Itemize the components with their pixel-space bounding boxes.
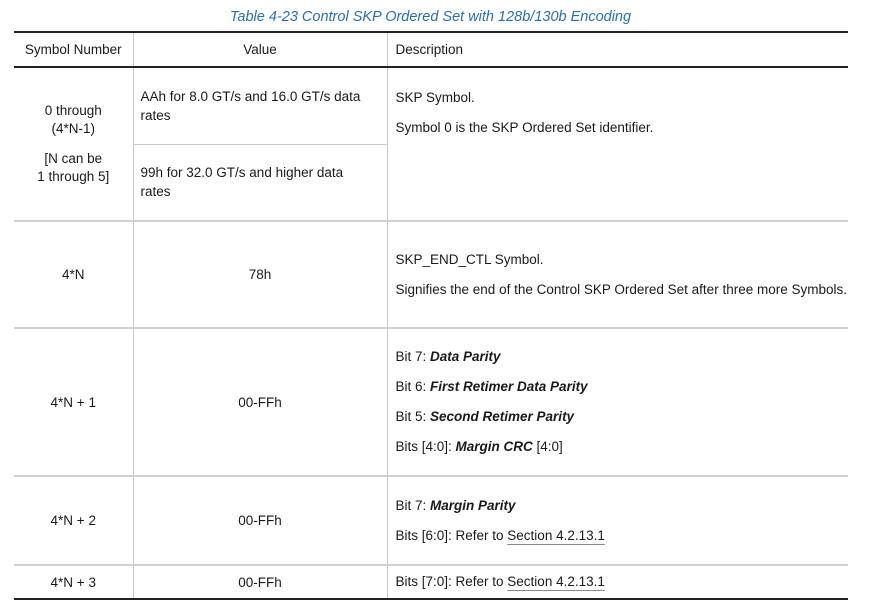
- table-row: 4*N + 2 00-FFh Bit 7: Margin Parity Bits…: [14, 476, 849, 566]
- table-row: 4*N + 3 00-FFh Bits [7:0]: Refer to Sect…: [14, 565, 849, 600]
- table-header-row: Symbol Number Value Description: [14, 31, 848, 68]
- field-name: First Retimer Data Parity: [430, 379, 588, 394]
- description-cell: Bit 7: Data Parity Bit 6: First Retimer …: [386, 328, 849, 477]
- value-text: 99h for 32.0 GT/s and higher data rates: [140, 165, 344, 200]
- value-text: AAh for 8.0 GT/s and 16.0 GT/s data rate…: [133, 68, 387, 145]
- section-link[interactable]: Section 4.2.13.1: [507, 527, 605, 543]
- description-text: Symbol 0 is the SKP Ordered Set identifi…: [395, 120, 654, 135]
- value-cell: 00-FFh: [132, 565, 387, 600]
- bit-description: Bit 5: Second Retimer Parity: [396, 407, 849, 427]
- description-text: SKP Symbol.: [395, 90, 475, 105]
- bit-label: Bit 7:: [395, 497, 431, 513]
- field-name: Margin CRC: [455, 439, 533, 454]
- symbol-text: (4*N-1): [51, 121, 95, 136]
- section-link[interactable]: Section 4.2.13.1: [507, 574, 605, 589]
- value-cell: 00-FFh: [132, 476, 387, 566]
- table-caption: Table 4-23 Control SKP Ordered Set with …: [229, 9, 632, 25]
- bit-range: [4:0]: [532, 439, 563, 454]
- bit-description: Bit 6: First Retimer Data Parity: [396, 377, 849, 397]
- symbol-cell: 4*N + 1: [14, 328, 133, 477]
- symbol-cell: 4*N + 2: [14, 476, 133, 566]
- description-cell: Bit 7: Margin Parity Bits [6:0]: Refer t…: [386, 476, 849, 566]
- bit-label: Bits [6:0]: Refer to: [395, 527, 508, 543]
- header-symbol-number: Symbol Number: [14, 31, 133, 68]
- bit-description: Bit 7: Margin Parity: [396, 496, 849, 516]
- symbol-text: 0 through: [44, 103, 102, 118]
- bit-label: Bit 5:: [395, 409, 431, 424]
- symbol-note: [N can be: [44, 151, 103, 166]
- description-cell: Bits [7:0]: Refer to Section 4.2.13.1: [386, 565, 849, 600]
- bit-label: Bits [7:0]: Refer to: [395, 574, 508, 589]
- symbol-cell: 4*N + 3: [14, 565, 133, 600]
- symbol-cell: 0 through (4*N-1) [N can be 1 through 5]: [14, 67, 133, 222]
- header-description: Description: [386, 31, 848, 68]
- description-cell: SKP_END_CTL Symbol. Signifies the end of…: [386, 221, 848, 329]
- header-value: Value: [132, 31, 387, 68]
- symbol-note: 1 through 5]: [37, 169, 110, 184]
- bit-label: Bit 7:: [395, 349, 431, 364]
- value-cell: AAh for 8.0 GT/s and 16.0 GT/s data rate…: [132, 67, 387, 222]
- bit-description: Bits [7:0]: Refer to Section 4.2.13.1: [396, 572, 849, 592]
- value-cell: 00-FFh: [132, 328, 387, 477]
- symbol-cell: 4*N: [14, 221, 133, 329]
- bit-description: Bits [4:0]: Margin CRC [4:0]: [396, 437, 849, 457]
- bit-label: Bit 6:: [395, 379, 431, 394]
- description-text: SKP_END_CTL Symbol.: [395, 251, 544, 267]
- value-cell: 78h: [132, 221, 387, 329]
- field-name: Second Retimer Parity: [430, 409, 575, 424]
- bit-description: Bit 7: Data Parity: [396, 347, 849, 367]
- field-name: Data Parity: [430, 349, 501, 364]
- bit-description: Bits [6:0]: Refer to Section 4.2.13.1: [396, 526, 849, 546]
- table-row: 0 through (4*N-1) [N can be 1 through 5]…: [14, 67, 848, 222]
- field-name: Margin Parity: [430, 497, 516, 513]
- table-row: 4*N 78h SKP_END_CTL Symbol. Signifies th…: [14, 221, 848, 329]
- table-row: 4*N + 1 00-FFh Bit 7: Data Parity Bit 6:…: [14, 328, 849, 477]
- bit-label: Bits [4:0]:: [395, 439, 456, 454]
- skp-ordered-set-table: Symbol Number Value Description 0 throug…: [14, 31, 848, 600]
- description-text: Signifies the end of the Control SKP Ord…: [395, 281, 848, 297]
- description-cell: SKP Symbol. Symbol 0 is the SKP Ordered …: [386, 67, 848, 222]
